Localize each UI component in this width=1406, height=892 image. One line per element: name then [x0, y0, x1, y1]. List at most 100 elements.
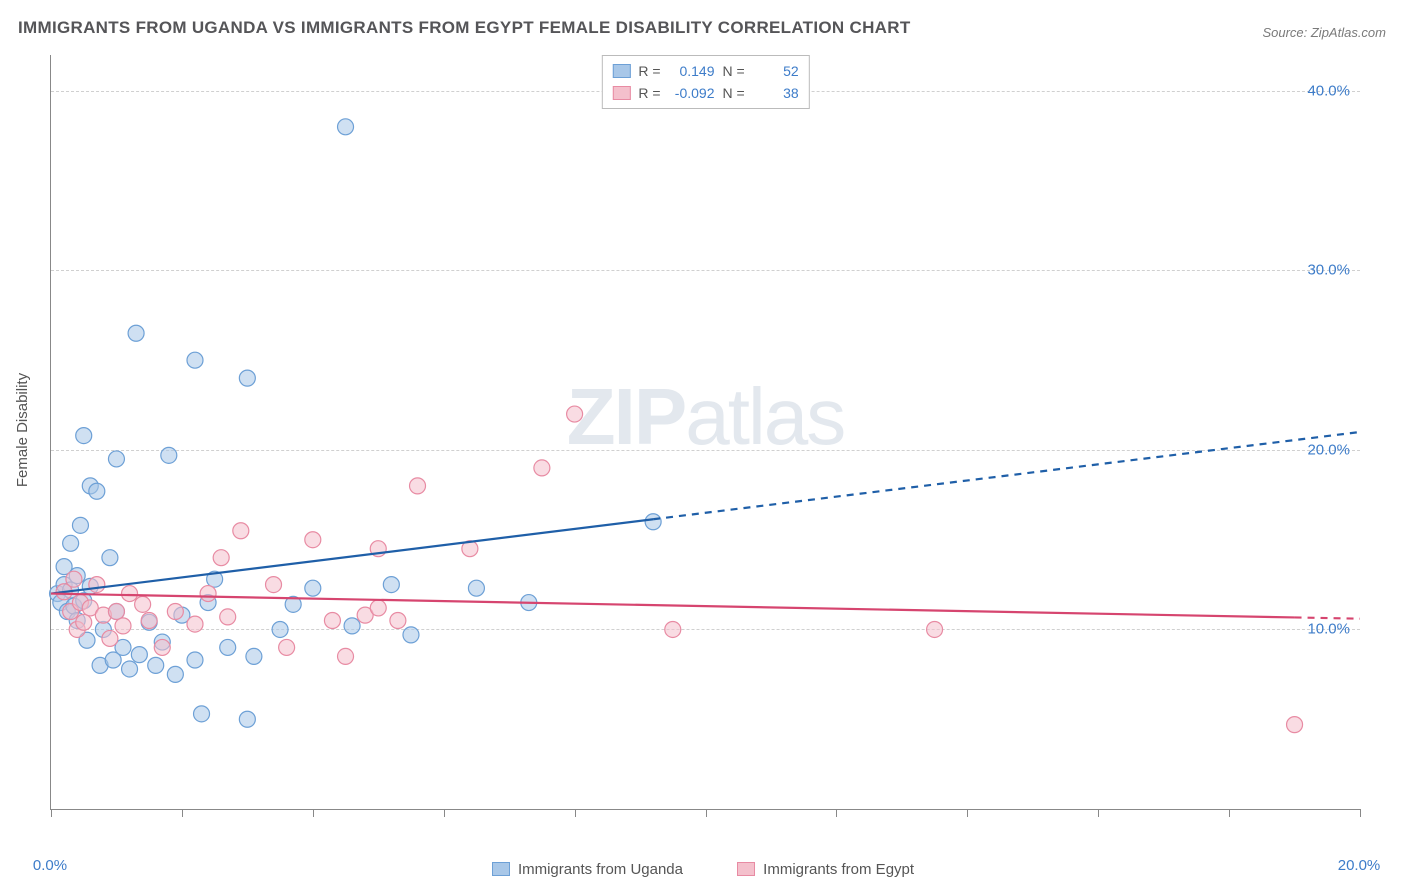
data-point	[246, 648, 262, 664]
stats-row-egypt: R = -0.092 N = 38	[612, 82, 798, 104]
data-point	[187, 352, 203, 368]
x-tick	[967, 809, 968, 817]
data-point	[167, 666, 183, 682]
legend-label-egypt: Immigrants from Egypt	[763, 861, 914, 878]
r-value-uganda: 0.149	[669, 60, 715, 82]
data-point	[148, 657, 164, 673]
data-point	[220, 609, 236, 625]
data-point	[927, 621, 943, 637]
swatch-uganda	[612, 64, 630, 78]
legend-item-egypt: Immigrants from Egypt	[737, 861, 914, 878]
data-point	[72, 517, 88, 533]
r-value-egypt: -0.092	[669, 82, 715, 104]
x-tick	[51, 809, 52, 817]
x-tick	[575, 809, 576, 817]
source-attribution: Source: ZipAtlas.com	[1262, 25, 1386, 40]
trend-line-dashed	[1295, 617, 1360, 618]
data-point	[645, 514, 661, 530]
chart-title: IMMIGRANTS FROM UGANDA VS IMMIGRANTS FRO…	[18, 18, 911, 38]
data-point	[266, 577, 282, 593]
source-prefix: Source:	[1262, 25, 1310, 40]
data-point	[194, 706, 210, 722]
data-point	[665, 621, 681, 637]
swatch-egypt	[612, 86, 630, 100]
legend-item-uganda: Immigrants from Uganda	[492, 861, 683, 878]
stats-row-uganda: R = 0.149 N = 52	[612, 60, 798, 82]
plot-area: ZIPatlas R = 0.149 N = 52 R = -0.092 N =…	[50, 55, 1360, 810]
data-point	[102, 550, 118, 566]
x-tick	[1229, 809, 1230, 817]
swatch-uganda	[492, 862, 510, 876]
n-value-egypt: 38	[753, 82, 799, 104]
data-point	[76, 614, 92, 630]
data-point	[534, 460, 550, 476]
data-point	[338, 648, 354, 664]
data-point	[239, 711, 255, 727]
trend-line-solid	[51, 519, 653, 593]
data-point	[233, 523, 249, 539]
r-label: R =	[638, 60, 660, 82]
plot-svg	[51, 55, 1360, 809]
x-tick	[836, 809, 837, 817]
n-label: N =	[723, 60, 745, 82]
data-point	[344, 618, 360, 634]
n-value-uganda: 52	[753, 60, 799, 82]
data-point	[1287, 717, 1303, 733]
trend-line-dashed	[653, 432, 1360, 519]
x-tick	[313, 809, 314, 817]
data-point	[128, 325, 144, 341]
data-point	[89, 577, 105, 593]
data-point	[410, 478, 426, 494]
data-point	[370, 600, 386, 616]
data-point	[115, 618, 131, 634]
data-point	[89, 483, 105, 499]
x-tick	[182, 809, 183, 817]
data-point	[66, 571, 82, 587]
data-point	[102, 630, 118, 646]
stats-legend: R = 0.149 N = 52 R = -0.092 N = 38	[601, 55, 809, 109]
data-point	[76, 428, 92, 444]
data-point	[161, 447, 177, 463]
data-point	[167, 604, 183, 620]
data-point	[108, 604, 124, 620]
data-point	[135, 596, 151, 612]
n-label: N =	[723, 82, 745, 104]
data-point	[239, 370, 255, 386]
data-point	[154, 639, 170, 655]
swatch-egypt	[737, 862, 755, 876]
data-point	[567, 406, 583, 422]
data-point	[108, 451, 124, 467]
data-point	[272, 621, 288, 637]
x-tick	[1360, 809, 1361, 817]
data-point	[468, 580, 484, 596]
trend-line-solid	[51, 594, 1295, 618]
legend-label-uganda: Immigrants from Uganda	[518, 861, 683, 878]
data-point	[305, 580, 321, 596]
data-point	[122, 586, 138, 602]
series-legend: Immigrants from Uganda Immigrants from E…	[0, 861, 1406, 881]
data-point	[279, 639, 295, 655]
x-tick	[444, 809, 445, 817]
data-point	[324, 613, 340, 629]
data-point	[390, 613, 406, 629]
data-point	[131, 647, 147, 663]
x-tick-label: 20.0%	[1338, 857, 1381, 874]
data-point	[305, 532, 321, 548]
r-label: R =	[638, 82, 660, 104]
data-point	[141, 613, 157, 629]
data-point	[122, 661, 138, 677]
x-tick	[1098, 809, 1099, 817]
data-point	[187, 616, 203, 632]
data-point	[63, 535, 79, 551]
y-axis-label: Female Disability	[14, 373, 31, 487]
source-name: ZipAtlas.com	[1311, 25, 1386, 40]
x-tick	[706, 809, 707, 817]
data-point	[187, 652, 203, 668]
data-point	[213, 550, 229, 566]
data-point	[383, 577, 399, 593]
data-point	[403, 627, 419, 643]
data-point	[220, 639, 236, 655]
data-point	[338, 119, 354, 135]
x-tick-label: 0.0%	[33, 857, 67, 874]
data-point	[200, 586, 216, 602]
